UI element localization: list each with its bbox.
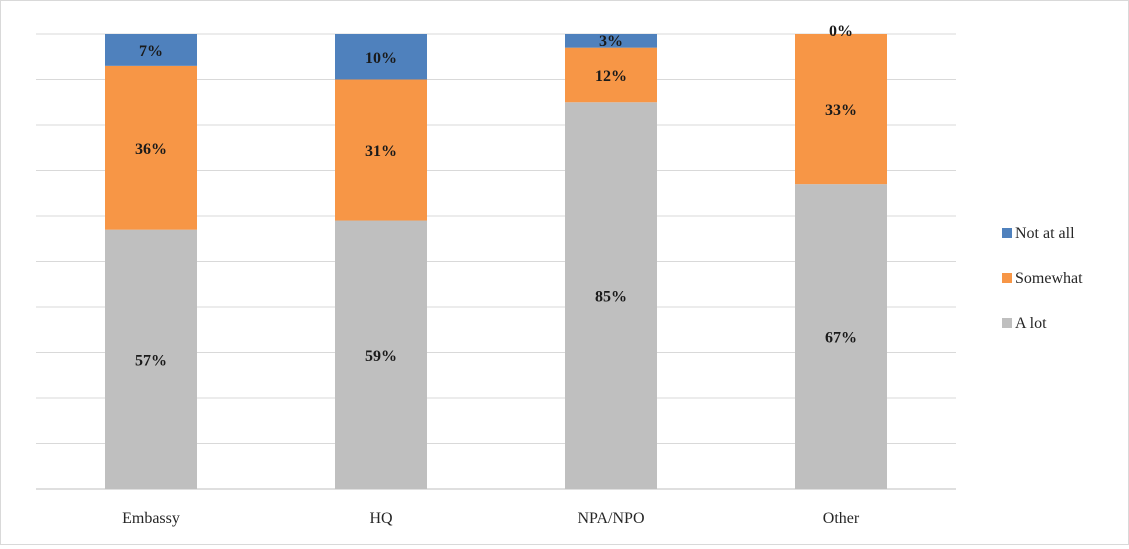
category-label: NPA/NPO	[578, 510, 645, 527]
category-label: HQ	[369, 510, 393, 527]
legend-item-not-at-all: Not at all	[1002, 225, 1075, 242]
bar-segment-a-lot	[795, 184, 887, 489]
bar-segment-a-lot	[565, 102, 657, 489]
bar-segment-somewhat	[335, 79, 427, 221]
data-label-not-at-all: 10%	[365, 50, 397, 67]
data-labels-group: 57% 36% 7% 59% 31% 10% 85% 12% 3% 67% 33% 0%	[135, 23, 857, 369]
data-label-a-lot: 85%	[595, 289, 627, 306]
legend-item-a-lot: A lot	[1002, 315, 1047, 332]
legend-swatch	[1002, 318, 1012, 328]
category-label: Embassy	[122, 510, 180, 527]
data-label-somewhat: 31%	[365, 143, 397, 160]
bar-segment-a-lot	[105, 229, 197, 489]
x-axis: Embassy HQ NPA/NPO Other	[122, 510, 860, 527]
bar-segment-somewhat	[795, 34, 887, 185]
data-label-not-at-all: 3%	[599, 33, 623, 50]
bar-segment-not-at-all	[105, 34, 197, 66]
data-label-somewhat: 12%	[595, 68, 627, 85]
legend-swatch	[1002, 228, 1012, 238]
data-label-a-lot: 67%	[825, 330, 857, 347]
bar-segment-not-at-all	[335, 34, 427, 80]
data-label-a-lot: 57%	[135, 352, 167, 369]
bars-group	[105, 34, 887, 490]
bar-segment-a-lot	[335, 220, 427, 490]
bar-segment-not-at-all	[565, 34, 657, 48]
legend-label: A lot	[1015, 315, 1047, 332]
data-label-not-at-all: 7%	[139, 43, 163, 60]
data-label-somewhat: 36%	[135, 141, 167, 158]
data-label-a-lot: 59%	[365, 348, 397, 365]
legend-label: Somewhat	[1015, 270, 1083, 287]
legend-item-somewhat: Somewhat	[1002, 270, 1083, 287]
category-label: Other	[823, 510, 860, 527]
legend-swatch	[1002, 273, 1012, 283]
data-label-not-at-all: 0%	[829, 23, 853, 40]
data-label-somewhat: 33%	[825, 102, 857, 119]
bar-segment-somewhat	[565, 47, 657, 103]
legend: Not at all Somewhat A lot	[1002, 225, 1083, 332]
legend-label: Not at all	[1015, 225, 1075, 242]
bar-segment-somewhat	[105, 65, 197, 230]
